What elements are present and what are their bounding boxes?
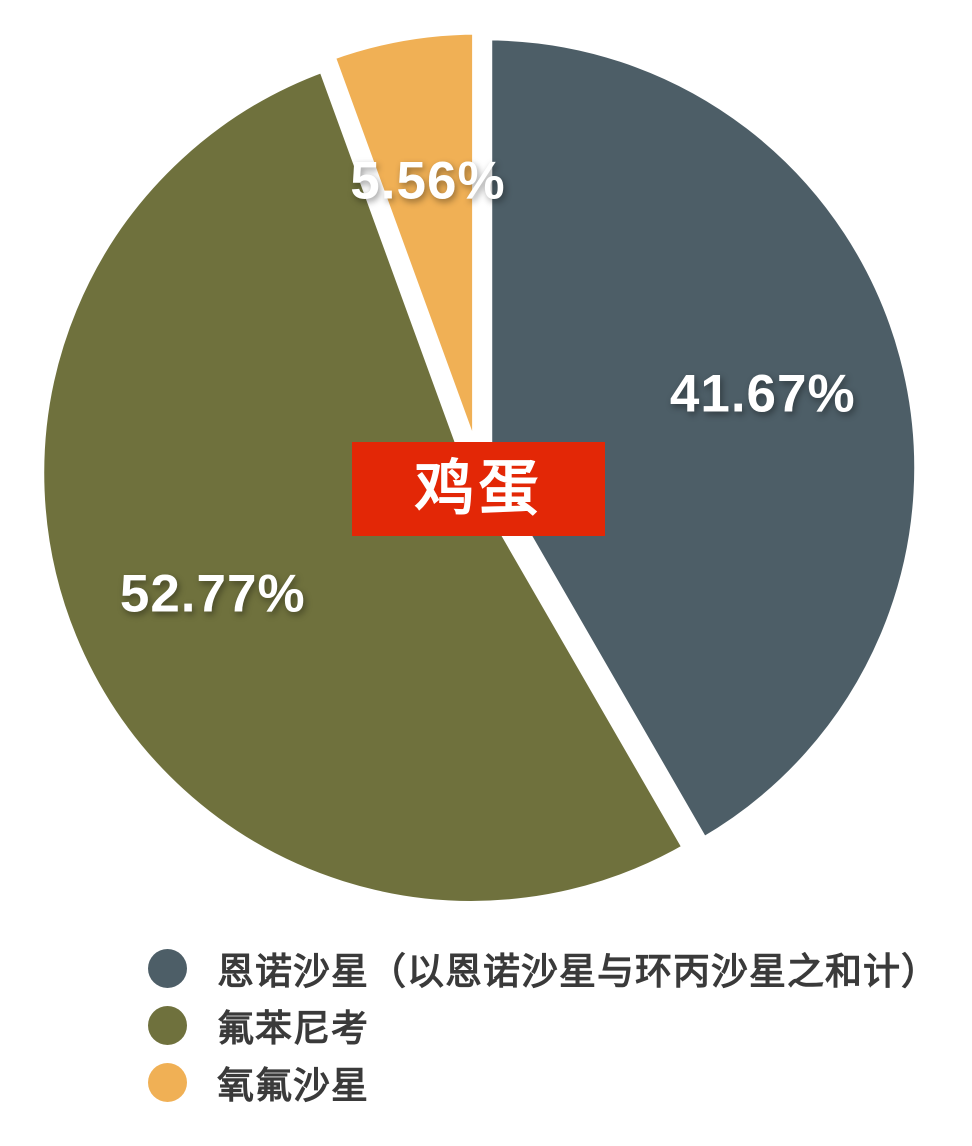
legend: 恩诺沙星（以恩诺沙星与环丙沙星之和计） 氟苯尼考 氧氟沙星 [148,948,939,1119]
legend-swatch-circle [148,1062,187,1102]
legend-label: 氟苯尼考 [217,1008,369,1049]
pie-chart [38,23,926,907]
slice-percent-label: 5.56% [350,151,506,211]
pie-slice-0 [481,29,926,849]
legend-item: 氟苯尼考 [148,1005,939,1049]
legend-label: 氧氟沙星 [217,1065,369,1106]
center-label-text: 鸡蛋 [414,455,543,522]
legend-label: 恩诺沙星（以恩诺沙星与环丙沙星之和计） [217,951,939,992]
center-label-box: 鸡蛋 [352,442,605,536]
slice-percent-label: 41.67% [669,364,856,424]
pie-slice-2 [323,23,484,468]
legend-swatch-circle [148,948,187,988]
slice-percent-label: 52.77% [119,564,306,624]
legend-item: 氧氟沙星 [148,1062,939,1106]
legend-swatch-circle [148,1005,187,1045]
legend-item: 恩诺沙星（以恩诺沙星与环丙沙星之和计） [148,948,939,992]
